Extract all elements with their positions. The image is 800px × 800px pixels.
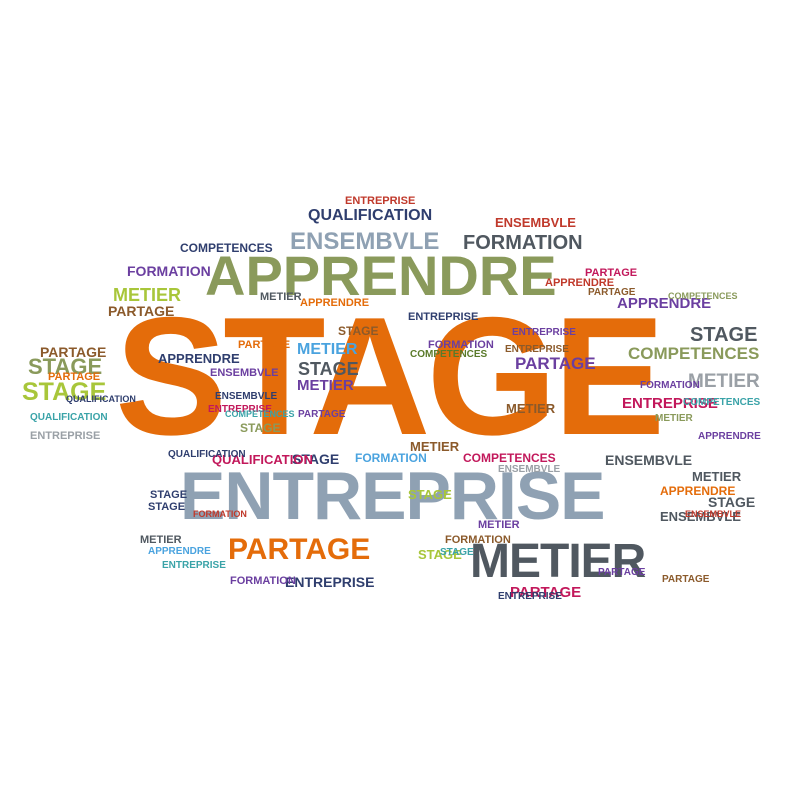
cloud-word-entreprise: ENTREPRISE [498, 591, 562, 602]
cloud-word-partage: PARTAGE [588, 287, 636, 298]
cloud-word-formation: FORMATION [230, 575, 296, 587]
cloud-word-apprendre: APPRENDRE [698, 431, 761, 442]
cloud-word-entreprise: ENTREPRISE [30, 430, 101, 442]
cloud-word-partage: PARTAGE [108, 303, 175, 319]
cloud-word-entreprise: ENTREPRISE [162, 560, 226, 571]
cloud-word-metier: METIER [470, 535, 646, 588]
cloud-word-partage: PARTAGE [238, 339, 291, 351]
cloud-word-stage: STAGE [28, 354, 103, 379]
cloud-word-formation: FORMATION [355, 451, 427, 465]
cloud-word-formation: FORMATION [445, 534, 511, 546]
cloud-word-partage: PARTAGE [598, 567, 646, 578]
cloud-word-metier: METIER [297, 377, 354, 394]
cloud-word-entreprise: ENTREPRISE [505, 344, 569, 355]
cloud-word-competences: COMPETENCES [180, 241, 273, 255]
cloud-word-stage: STAGE [240, 421, 281, 435]
cloud-word-apprendre: APPRENDRE [158, 351, 240, 366]
cloud-word-partage: PARTAGE [48, 371, 101, 383]
cloud-word-partage: PARTAGE [298, 409, 346, 420]
cloud-word-qualification: QUALIFICATION [66, 394, 136, 404]
cloud-word-stage: STAGE [418, 547, 462, 562]
cloud-word-ensembvle: ENSEMBVLE [210, 367, 279, 379]
cloud-word-ensembvle: ENSEMBVLE [605, 452, 693, 468]
cloud-word-apprendre: APPRENDRE [148, 546, 211, 557]
cloud-word-stage: STAGE [440, 547, 474, 558]
cloud-word-stage: STAGE [690, 324, 758, 346]
cloud-word-metier: METIER [113, 285, 182, 305]
cloud-word-stage: STAGE [22, 378, 107, 406]
cloud-word-formation: FORMATION [463, 232, 583, 254]
cloud-word-entreprise: ENTREPRISE [208, 404, 272, 415]
cloud-word-stage: STAGE [115, 282, 665, 470]
cloud-word-partage: PARTAGE [40, 344, 107, 360]
cloud-word-competences: COMPETENCES [668, 291, 738, 301]
cloud-word-metier: METIER [692, 469, 742, 484]
cloud-word-qualification: QUALIFICATION [212, 452, 313, 467]
cloud-word-apprendre: APPRENDRE [300, 297, 370, 309]
cloud-word-qualification: QUALIFICATION [30, 412, 108, 423]
cloud-word-formation: FORMATION [640, 380, 700, 391]
cloud-word-formation: FORMATION [193, 509, 247, 519]
cloud-word-metier: METIER [655, 413, 693, 424]
cloud-word-entreprise: ENTREPRISE [512, 327, 576, 338]
cloud-word-partage: PARTAGE [515, 354, 596, 373]
cloud-word-entreprise: ENTREPRISE [285, 574, 375, 590]
cloud-word-partage: PARTAGE [510, 584, 582, 601]
cloud-word-metier: METIER [688, 371, 760, 392]
cloud-word-stage: STAGE [150, 489, 188, 501]
cloud-word-ensembvle: ENSEMBVLE [290, 228, 440, 255]
cloud-word-metier: METIER [478, 519, 520, 531]
cloud-word-apprendre: APPRENDRE [205, 244, 557, 307]
cloud-word-partage: PARTAGE [228, 533, 371, 566]
cloud-word-stage: STAGE [298, 359, 359, 379]
cloud-word-ensembvle: ENSEMBVLE [215, 391, 278, 402]
cloud-word-partage: PARTAGE [662, 574, 710, 585]
cloud-word-stage: STAGE [708, 494, 756, 510]
cloud-word-metier: METIER [260, 291, 302, 303]
cloud-word-partage: PARTAGE [585, 267, 638, 279]
cloud-word-ensembvle: ENSEMBVLE [498, 464, 561, 475]
cloud-word-formation: FORMATION [428, 339, 494, 351]
cloud-word-metier: METIER [297, 341, 358, 358]
cloud-word-qualification: QUALIFICATION [308, 207, 433, 224]
cloud-word-competences: COMPETENCES [463, 451, 556, 465]
cloud-word-competences: COMPETENCES [628, 344, 760, 363]
cloud-word-stage: STAGE [338, 324, 379, 338]
cloud-word-ensembvle: ENSEMBVLE [495, 215, 576, 230]
cloud-word-stage: STAGE [408, 487, 452, 502]
cloud-word-entreprise: ENTREPRISE [180, 458, 606, 534]
cloud-word-competences: COMPETENCES [410, 349, 488, 360]
cloud-word-apprendre: APPRENDRE [617, 295, 712, 312]
cloud-word-competences: COMPETENCES [225, 409, 295, 419]
cloud-word-stage: STAGE [292, 451, 340, 467]
cloud-word-ensembvle: ENSEMBVLE [660, 509, 741, 524]
cloud-word-formation: FORMATION [127, 263, 211, 279]
cloud-word-competences: COMPETENCES [683, 397, 761, 408]
cloud-word-ensembvle: ENSEMBVLE [685, 509, 742, 519]
cloud-word-qualification: QUALIFICATION [168, 449, 246, 460]
cloud-word-metier: METIER [506, 401, 556, 416]
cloud-word-entreprise: ENTREPRISE [622, 395, 718, 412]
cloud-word-entreprise: ENTREPRISE [345, 195, 416, 207]
cloud-word-apprendre: APPRENDRE [545, 277, 615, 289]
cloud-word-apprendre: APPRENDRE [660, 484, 736, 498]
cloud-word-entreprise: ENTREPRISE [408, 311, 479, 323]
cloud-word-stage: STAGE [148, 501, 186, 513]
cloud-word-metier: METIER [140, 534, 182, 546]
cloud-word-metier: METIER [410, 439, 460, 454]
